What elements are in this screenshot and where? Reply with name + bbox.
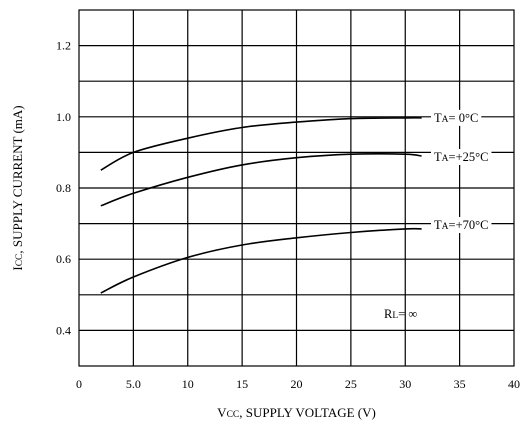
x-tick-label: 0 (76, 377, 82, 391)
x-tick-label: 25 (345, 377, 357, 391)
x-tick-label: 10 (182, 377, 194, 391)
curve-label-0c-main: T (434, 111, 442, 125)
y-tick-labels: 0.4 0.6 0.8 1.0 1.2 (56, 39, 71, 338)
x-axis-label-sub: CC (227, 410, 240, 420)
y-tick-label: 0.8 (56, 181, 71, 195)
grid (78, 9, 515, 367)
x-tick-labels: 0 5.0 10 15 20 25 30 35 40 (76, 377, 520, 391)
curves (100, 117, 422, 294)
x-axis-label-main: V (217, 405, 227, 420)
curve-70c (100, 227, 422, 294)
y-tick-label: 1.0 (56, 110, 71, 124)
y-tick-label: 1.2 (56, 39, 71, 53)
svg-text:TA=+70°C: TA=+70°C (434, 218, 488, 232)
x-tick-label: 40 (508, 377, 520, 391)
curve-label-70c-sub: A (442, 222, 449, 232)
y-tick-label: 0.4 (56, 323, 71, 337)
y-axis-label: ICC, SUPPLY CURRENT (mA) (10, 105, 25, 270)
x-tick-label: 30 (399, 377, 411, 391)
curve-label-25c-sub: A (442, 154, 449, 164)
curve-label-0c-rest: = 0°C (449, 111, 479, 125)
x-tick-label: 15 (236, 377, 248, 391)
y-axis-label-main: I (10, 266, 25, 270)
curve-label-25c-main: T (434, 150, 442, 164)
load-resistance-main: R (384, 307, 393, 321)
curve-label-70c: TA=+70°C (431, 217, 492, 233)
svg-text:TA=+25°C: TA=+25°C (434, 150, 488, 164)
y-axis-label-rest: , SUPPLY CURRENT (mA) (10, 105, 25, 253)
load-resistance-rest: = ∞ (398, 307, 417, 321)
x-axis-label: VCC, SUPPLY VOLTAGE (V) (217, 405, 376, 420)
svg-text:TA= 0°C: TA= 0°C (434, 111, 478, 125)
curve-label-70c-rest: =+70°C (449, 218, 489, 232)
x-tick-label: 5.0 (126, 377, 141, 391)
curve-25c (100, 153, 422, 207)
curve-label-0c-sub: A (442, 115, 449, 125)
curve-label-25c: TA=+25°C (431, 149, 492, 165)
load-resistance-sub: L (392, 311, 398, 321)
x-tick-label: 35 (454, 377, 466, 391)
curve-label-0c: TA= 0°C (431, 109, 482, 126)
y-tick-label: 0.6 (56, 252, 71, 266)
curve-0c (100, 117, 422, 171)
curve-label-70c-main: T (434, 218, 442, 232)
x-axis-label-rest: , SUPPLY VOLTAGE (V) (239, 405, 376, 420)
x-tick-label: 20 (291, 377, 303, 391)
load-resistance-annotation: RL= ∞ (384, 307, 417, 321)
y-axis-label-sub: CC (15, 254, 25, 267)
curve-label-25c-rest: =+25°C (449, 150, 489, 164)
